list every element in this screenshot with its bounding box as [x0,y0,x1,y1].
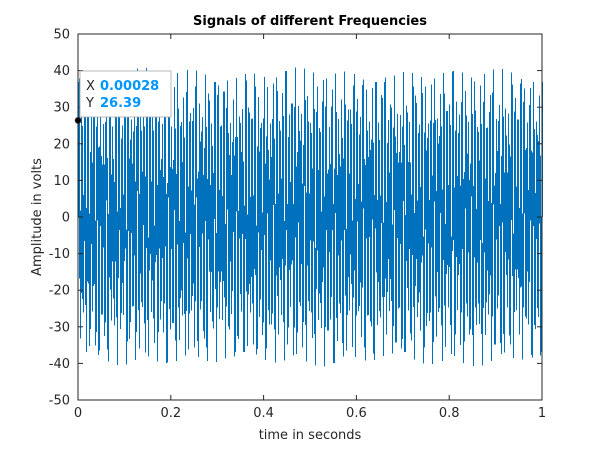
y-tick-label: 40 [53,64,70,79]
x-tick-label: 0.6 [346,406,367,421]
datatip-y-value: 26.39 [100,96,141,111]
y-tick-label: -20 [49,284,70,299]
datatip-x-value: 0.00028 [100,79,159,94]
x-tick-label: 0.8 [439,406,460,421]
y-axis-label: Amplitude in volts [30,158,45,276]
y-axis-ticks: -50 -40 -30 -20 -10 0 10 20 30 40 50 [49,28,542,409]
y-tick-label: 30 [53,101,70,116]
y-tick-label: -40 [49,357,70,372]
datatip-y-label: Y [85,96,94,111]
datatip-marker[interactable] [74,117,82,124]
datatip-box [79,70,172,118]
datatip[interactable]: X 0.00028 Y 26.39 [74,70,172,124]
datatip-x-label: X [86,79,95,94]
x-axis-ticks: 0 0.2 0.4 0.6 0.8 1 [74,34,546,421]
y-tick-label: 50 [53,28,70,43]
y-tick-label: 10 [53,174,70,189]
x-tick-label: 0.4 [253,406,274,421]
x-tick-label: 1 [538,406,546,421]
y-tick-label: -30 [49,320,70,335]
x-tick-label: 0.2 [160,406,181,421]
y-tick-label: -10 [49,247,70,262]
x-axis-label: time in seconds [259,428,362,443]
y-tick-label: -50 [49,394,70,409]
x-tick-label: 0 [74,406,82,421]
y-tick-label: 20 [53,137,70,152]
chart-title: Signals of different Frequencies [193,14,427,29]
y-tick-label: 0 [62,211,70,226]
